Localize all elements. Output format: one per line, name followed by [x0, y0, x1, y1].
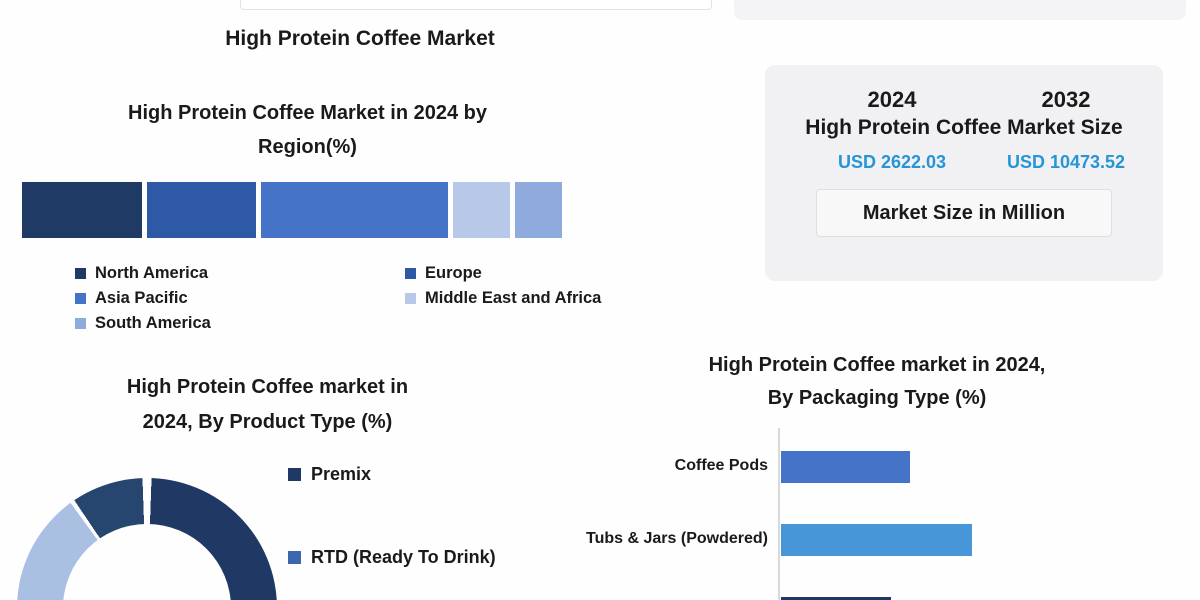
- region-chart-title: High Protein Coffee Market in 2024 by Re…: [55, 96, 560, 164]
- legend-item-europe: Europe: [405, 264, 482, 283]
- packaging-y-axis-line: [778, 428, 780, 600]
- legend-marker-icon: [288, 468, 301, 481]
- market-size-panel: 2024 2032 High Protein Coffee Market Siz…: [765, 65, 1163, 281]
- donut-hole: [63, 524, 231, 600]
- packaging-chart-title-line2: By Packaging Type (%): [767, 387, 987, 409]
- legend-label: Middle East and Africa: [425, 289, 602, 307]
- legend-label: Europe: [425, 264, 482, 282]
- region-chart-title-line2: Region(%): [258, 136, 357, 158]
- legend-label: RTD (Ready To Drink): [311, 547, 496, 567]
- bar-label-coffee-pods: Coffee Pods: [674, 457, 768, 474]
- legend-marker-icon: [75, 318, 86, 329]
- top-cutoff-tab-right: [734, 0, 1186, 20]
- legend-item-premix: Premix: [288, 464, 371, 485]
- packaging-chart-title-line1: High Protein Coffee market in 2024,: [708, 354, 1046, 376]
- year-2032-label: 2032: [1041, 87, 1091, 112]
- bar-segment-europe: [146, 182, 256, 238]
- market-size-values-row: USD 2622.03 USD 10473.52: [765, 140, 1163, 173]
- page-title: High Protein Coffee Market: [225, 27, 495, 50]
- legend-marker-icon: [405, 293, 416, 304]
- bar-segment-asia-pacific: [260, 182, 448, 238]
- legend-label: Asia Pacific: [95, 289, 188, 307]
- legend-label: North America: [95, 264, 209, 282]
- legend-item-middle-east-africa: Middle East and Africa: [405, 289, 601, 308]
- market-size-years-row: 2024 2032: [765, 65, 1163, 113]
- legend-label: Premix: [311, 464, 372, 484]
- legend-marker-icon: [405, 268, 416, 279]
- legend-item-north-america: North America: [75, 264, 208, 283]
- market-size-unit-box: Market Size in Million: [816, 189, 1112, 237]
- bar-label-tubs-jars: Tubs & Jars (Powdered): [586, 530, 768, 547]
- legend-marker-icon: [75, 293, 86, 304]
- market-size-value-2024: USD 2622.03: [837, 152, 947, 172]
- product-donut-ring: [17, 478, 277, 600]
- legend-label: South America: [95, 314, 211, 332]
- market-size-value-2032: USD 10473.52: [1006, 152, 1126, 172]
- legend-item-south-america: South America: [75, 314, 211, 333]
- bar-coffee-pods: [781, 451, 910, 483]
- bar-segment-north-america: [22, 182, 142, 238]
- region-chart-title-line1: High Protein Coffee Market in 2024 by: [128, 102, 487, 124]
- top-cutoff-tab-left: [240, 0, 712, 10]
- product-chart-title-line2: 2024, By Product Type (%): [142, 411, 393, 433]
- bar-segment-middle-east-africa: [453, 182, 511, 238]
- bar-tubs-jars: [781, 524, 972, 556]
- year-2024-label: 2024: [867, 87, 917, 112]
- region-stacked-bar: [22, 182, 562, 238]
- product-chart-title: High Protein Coffee market in 2024, By P…: [40, 370, 495, 440]
- legend-marker-icon: [75, 268, 86, 279]
- bar-segment-south-america: [515, 182, 562, 238]
- bar-cutoff-third: [781, 597, 891, 600]
- legend-marker-icon: [288, 551, 301, 564]
- market-size-row-label: High Protein Coffee Market Size: [805, 116, 1123, 139]
- packaging-chart-title: High Protein Coffee market in 2024, By P…: [637, 349, 1117, 415]
- product-chart-title-line1: High Protein Coffee market in: [126, 376, 409, 398]
- legend-item-asia-pacific: Asia Pacific: [75, 289, 188, 308]
- legend-item-rtd: RTD (Ready To Drink): [288, 547, 496, 568]
